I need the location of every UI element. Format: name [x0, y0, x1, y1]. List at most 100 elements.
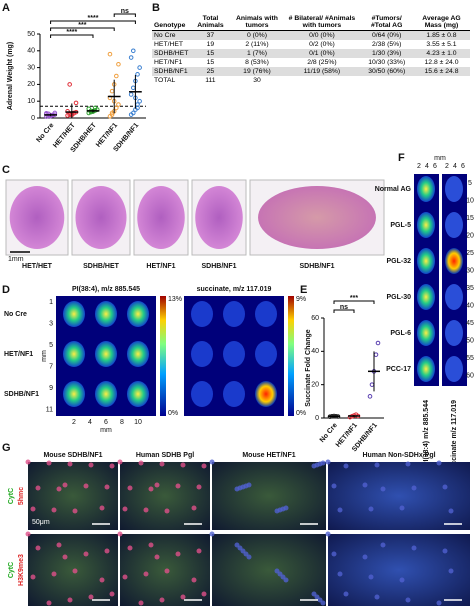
table-cell — [283, 76, 360, 85]
tissue-signal — [95, 301, 117, 327]
comparison-bracket — [50, 20, 136, 24]
nucleus — [201, 591, 207, 597]
nucleus — [35, 485, 41, 491]
genotype-label: SDHB/HET — [83, 263, 120, 270]
x-tick-label: 10 — [134, 419, 142, 426]
nucleus — [175, 483, 181, 489]
table-cell: TOTAL — [154, 77, 176, 84]
tissue-signal — [445, 356, 463, 382]
table-cell: 10/30 (33%) — [368, 59, 406, 66]
tissue-signal — [223, 301, 245, 327]
ms-image — [442, 174, 467, 386]
table-cell: 2/8 (25%) — [307, 59, 337, 66]
table-header: Genotype Total Animals Animals with tumors… — [152, 14, 470, 31]
table-cell: 4.23 ± 1.0 — [413, 49, 470, 58]
nucleus — [143, 571, 149, 577]
table-cell — [360, 76, 413, 85]
table-cell: 1 (7%) — [230, 49, 284, 58]
table-cell: 2 (11%) — [245, 41, 269, 48]
tissue-signal — [223, 341, 245, 367]
nucleus — [72, 568, 78, 574]
nucleus — [127, 485, 133, 491]
table-cell: 1.85 ± 0.8 — [413, 30, 470, 40]
y-axis-label: mm — [41, 350, 48, 362]
nucleus — [56, 486, 62, 492]
x-tick-label: 2 — [417, 163, 421, 170]
tissue-signal — [127, 341, 149, 367]
colorbar-min: 0% — [168, 410, 178, 417]
significance-label: *** — [78, 22, 86, 29]
nucleus — [35, 545, 41, 551]
nucleus — [311, 463, 317, 469]
table-cell: 19 — [206, 41, 215, 48]
nucleus — [411, 485, 417, 491]
data-point — [109, 88, 115, 94]
nucleus — [274, 508, 280, 514]
depth-tick: 35 — [466, 285, 474, 292]
header-cell: Total Animals — [190, 14, 231, 31]
data-point — [114, 73, 119, 79]
table-cell: 0/0 (0%) — [283, 30, 361, 40]
y-tick-label: 3 — [49, 320, 53, 327]
y-tick-label: 1 — [49, 299, 53, 306]
tissue-signal — [445, 284, 463, 310]
data-point — [373, 352, 379, 357]
tissue-signal — [417, 320, 435, 346]
table-cell — [413, 76, 470, 85]
nucleus — [362, 554, 368, 560]
nucleus — [405, 461, 411, 467]
nucleus — [88, 594, 94, 600]
nucleus — [99, 577, 105, 583]
nucleus — [109, 463, 115, 469]
map-title: PI(38:4), m/z 885.545 — [72, 286, 140, 293]
histology-section — [258, 186, 376, 249]
depth-tick: 25 — [466, 250, 474, 257]
nucleus — [209, 531, 215, 537]
nucleus — [104, 548, 110, 554]
nucleus — [122, 574, 128, 580]
x-tick-label: 4 — [453, 163, 457, 170]
comparison-bracket — [113, 13, 136, 17]
x-tick-label: 6 — [433, 163, 437, 170]
nucleus — [191, 505, 197, 511]
x-tick-label: 8 — [120, 419, 124, 426]
micrograph — [28, 462, 118, 530]
tissue-signal — [223, 381, 245, 407]
nucleus — [380, 486, 386, 492]
column-label: PI(38:4) m/z 885.544 — [423, 400, 430, 466]
panel-letter: D — [2, 284, 10, 296]
y-tick-label: 0 — [315, 415, 319, 422]
table-row: SDHB/NF1 25 19 (76%) 11/19 (58%) 30/50 (60%)… — [152, 67, 470, 76]
tissue-signal — [95, 381, 117, 407]
depth-tick: 5 — [468, 180, 472, 187]
significance-label: ns — [121, 8, 129, 15]
y-tick-label: 11 — [46, 406, 53, 413]
nucleus — [138, 460, 144, 466]
panel-letter: A — [2, 2, 10, 14]
tissue-signal — [445, 212, 463, 238]
data-point — [73, 100, 79, 106]
tissue-signal — [95, 341, 117, 367]
colorbar — [160, 296, 166, 416]
x-tick-label: 4 — [88, 419, 92, 426]
header-cell: #Tumors/ #Total AG — [360, 14, 414, 31]
nucleus — [180, 462, 186, 468]
comparison-bracket — [50, 34, 94, 38]
summary-table: Genotype Total Animals Animals with tumors… — [152, 14, 470, 85]
scale-bar-label: 1mm — [8, 256, 24, 263]
nucleus — [25, 459, 31, 465]
tissue-signal — [445, 248, 463, 274]
micrograph — [212, 462, 326, 530]
table-row: TOTAL 111 30 — [152, 76, 470, 85]
table-cell: 12.8 ± 24.0 — [424, 59, 459, 66]
tissue-signal — [445, 320, 463, 346]
tissue-signal — [417, 248, 435, 274]
y-tick-label: 60 — [311, 315, 319, 322]
table-cell: HET/HET — [154, 41, 184, 48]
data-point — [92, 105, 98, 111]
histology-section — [75, 186, 127, 249]
nucleus — [343, 463, 349, 469]
data-point — [369, 382, 375, 387]
significance-label: **** — [88, 15, 99, 22]
y-tick-label: 10 — [27, 98, 35, 105]
